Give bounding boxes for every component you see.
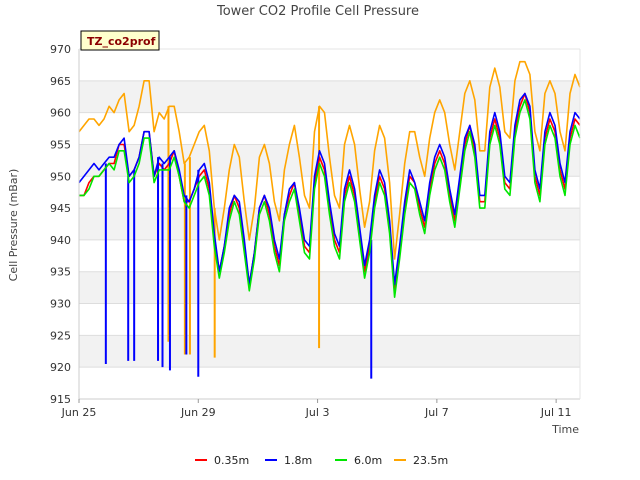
x-axis-title: Time xyxy=(551,423,579,436)
x-tick-label: Jul 11 xyxy=(540,406,572,419)
y-tick-label: 965 xyxy=(50,75,71,88)
y-tick-label: 955 xyxy=(50,138,71,151)
y-tick-label: 945 xyxy=(50,202,71,215)
series-line-1_8m xyxy=(78,92,581,286)
x-tick-labels: Jun 25 Jun 29 Jul 3 Jul 7 Jul 11 xyxy=(61,399,572,419)
y-tick-label: 960 xyxy=(50,107,71,120)
series-line-6_0m xyxy=(79,99,581,298)
plot-background xyxy=(79,49,580,399)
y-axis-title: Cell Pressure (mBar) xyxy=(7,169,20,282)
x-tick-label: Jul 7 xyxy=(424,406,449,419)
site-badge-label: TZ_co2prof xyxy=(87,35,156,48)
legend-item-0_35m: 0.35m xyxy=(195,454,249,467)
legend-label: 23.5m xyxy=(413,454,448,467)
legend-label: 1.8m xyxy=(284,454,312,467)
y-tick-label: 950 xyxy=(50,170,71,183)
plot-band xyxy=(79,271,580,304)
site-badge-box xyxy=(80,30,160,51)
axes xyxy=(78,48,581,400)
y-tick-label: 935 xyxy=(50,266,71,279)
plot-band xyxy=(79,335,580,368)
y-tick-label: 930 xyxy=(50,298,71,311)
x-tick-label: Jun 25 xyxy=(61,406,97,419)
legend-item-6_0m: 6.0m xyxy=(335,454,382,467)
y-tick-label: 915 xyxy=(50,393,71,406)
y-tick-label: 940 xyxy=(50,234,71,247)
y-tick-label: 970 xyxy=(50,43,71,56)
series-6_0m xyxy=(79,99,581,298)
chart-title: Tower CO2 Profile Cell Pressure xyxy=(216,4,419,19)
series-1_8m xyxy=(78,92,581,379)
plot-band xyxy=(79,80,580,113)
x-tick-label: Jun 29 xyxy=(180,406,216,419)
legend-label: 0.35m xyxy=(214,454,249,467)
legend-item-1_8m: 1.8m xyxy=(265,454,312,467)
legend-item-23_5m: 23.5m xyxy=(394,454,448,467)
y-tick-label: 925 xyxy=(50,329,71,342)
series-lines xyxy=(78,60,581,379)
y-tick-labels: 915 920 925 930 935 940 945 950 955 960 965 970 xyxy=(50,43,71,406)
legend: 0.35m 1.8m 6.0m 23.5m xyxy=(195,454,448,467)
series-line-23_5m xyxy=(78,60,581,260)
legend-label: 6.0m xyxy=(354,454,382,467)
x-tick-label: Jul 3 xyxy=(305,406,330,419)
site-badge: TZ_co2prof xyxy=(80,30,160,51)
y-tick-label: 920 xyxy=(50,361,71,374)
